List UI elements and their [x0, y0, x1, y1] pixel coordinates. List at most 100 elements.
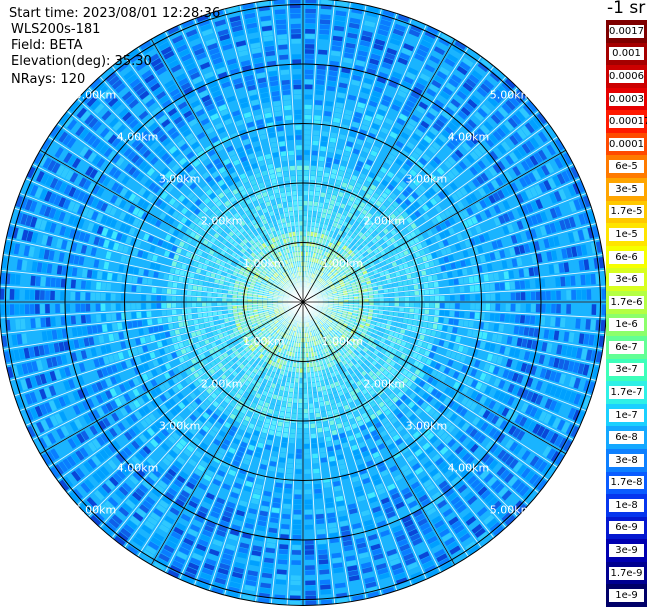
range-gate-cell	[178, 322, 184, 328]
range-gate-cell	[469, 459, 479, 469]
range-gate-cell	[389, 465, 398, 473]
range-gate-cell	[476, 466, 486, 476]
range-gate-cell	[333, 359, 338, 365]
range-gate-cell	[331, 323, 336, 328]
range-gate-cell	[237, 295, 243, 299]
range-gate-cell	[398, 374, 405, 381]
range-gate-cell	[296, 454, 302, 459]
range-gate-cell	[161, 288, 167, 294]
range-gate-cell	[312, 346, 316, 352]
range-gate-cell	[344, 370, 350, 377]
range-gate-cell	[331, 349, 336, 355]
range-gate-cell	[309, 403, 314, 408]
range-gate-cell	[15, 319, 21, 330]
range-gate-cell	[358, 441, 366, 448]
range-gate-cell	[422, 442, 431, 451]
range-gate-cell	[313, 341, 317, 346]
range-gate-cell	[377, 426, 385, 433]
range-gate-cell	[453, 524, 465, 535]
range-gate-cell	[364, 360, 371, 366]
range-gate-cell	[237, 299, 242, 302]
range-gate-cell	[344, 488, 353, 495]
range-gate-cell	[375, 438, 383, 446]
range-gate-cell	[494, 313, 500, 321]
range-gate-cell	[326, 321, 331, 326]
range-gate-cell	[488, 459, 499, 470]
range-gate-cell	[421, 328, 427, 334]
range-gate-cell	[305, 590, 316, 596]
range-gate-cell	[312, 336, 316, 341]
range-gate-cell	[421, 356, 428, 363]
range-gate-cell	[361, 357, 367, 363]
range-gate-cell	[335, 418, 342, 424]
range-gate-cell	[560, 317, 566, 328]
range-gate-cell	[288, 448, 295, 454]
range-gate-cell	[295, 378, 299, 383]
range-gate-cell	[534, 409, 543, 420]
range-gate-cell	[426, 507, 437, 516]
range-gate-cell	[311, 448, 318, 454]
range-gate-cell	[331, 311, 337, 315]
range-gate-cell	[424, 303, 430, 308]
range-gate-cell	[403, 468, 412, 477]
range-gate-cell	[541, 428, 550, 440]
range-gate-cell	[380, 323, 386, 328]
range-gate-cell	[341, 315, 347, 318]
range-gate-cell	[375, 515, 385, 523]
range-gate-cell	[276, 569, 287, 575]
range-gate-cell	[341, 347, 347, 353]
range-gate-cell	[308, 393, 313, 398]
range-gate-cell	[206, 302, 212, 307]
range-gate-cell	[385, 438, 393, 446]
range-gate-cell	[294, 352, 298, 358]
range-gate-cell	[340, 383, 346, 390]
range-gate-cell	[301, 342, 303, 348]
range-gate-cell	[304, 524, 314, 530]
range-gate-cell	[300, 363, 303, 368]
range-gate-cell	[292, 524, 302, 530]
range-gate-cell	[316, 524, 325, 530]
range-gate-cell	[588, 334, 595, 346]
range-gate-cell	[356, 330, 362, 335]
range-gate-cell	[377, 331, 383, 337]
range-gate-cell	[332, 308, 338, 311]
range-gate-cell	[343, 323, 348, 327]
range-gate-cell	[414, 308, 420, 314]
range-gate-cell	[95, 303, 101, 312]
range-gate-cell	[296, 438, 302, 444]
range-gate-cell	[286, 468, 293, 474]
range-gate-cell	[318, 328, 322, 333]
range-gate-cell	[506, 358, 513, 368]
range-gate-cell	[491, 415, 500, 425]
range-gate-cell	[384, 456, 393, 464]
range-gate-cell	[402, 335, 409, 341]
range-gate-cell	[141, 303, 146, 310]
range-gate-cell	[338, 302, 344, 304]
range-gate-cell	[349, 439, 357, 446]
range-gate-cell	[566, 346, 573, 357]
range-gate-cell	[373, 478, 382, 486]
range-gate-cell	[521, 389, 529, 399]
range-gate-cell	[324, 487, 332, 493]
range-gate-cell	[364, 374, 371, 381]
range-gate-cell	[336, 324, 341, 329]
range-gate-cell	[303, 393, 308, 399]
range-gate-cell	[152, 318, 158, 325]
range-gate-cell	[523, 351, 531, 361]
range-gate-cell	[275, 482, 283, 488]
range-gate-cell	[316, 323, 320, 329]
range-gate-cell	[307, 383, 312, 388]
range-gate-cell	[368, 306, 374, 309]
range-gate-cell	[151, 295, 156, 301]
range-gate-cell	[497, 367, 505, 377]
range-gate-cell	[374, 306, 379, 310]
range-gate-cell	[526, 377, 534, 388]
range-gate-cell	[484, 374, 492, 383]
range-gate-cell	[367, 316, 373, 320]
range-gate-cell	[336, 454, 344, 460]
range-gate-cell	[480, 469, 490, 480]
range-gate-cell	[566, 304, 571, 314]
range-gate-cell	[405, 436, 414, 445]
range-gate-cell	[459, 408, 468, 417]
range-gate-cell	[350, 330, 356, 335]
